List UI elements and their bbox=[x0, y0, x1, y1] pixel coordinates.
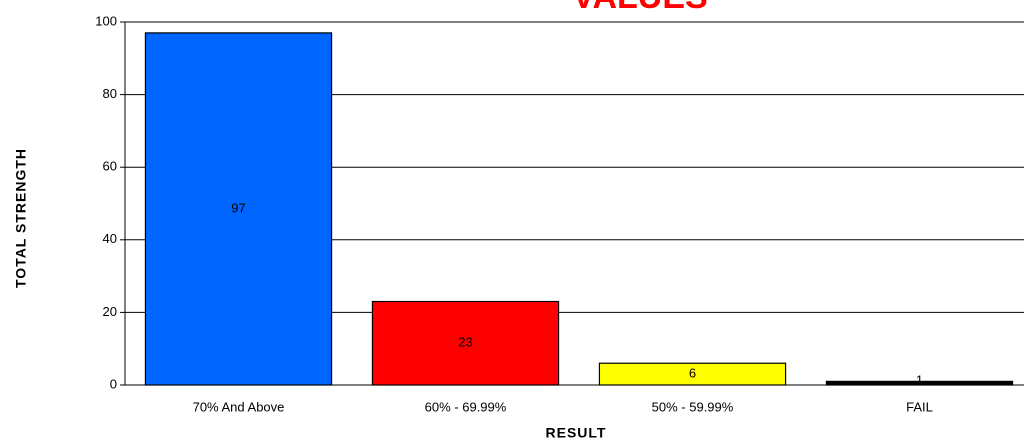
value-label: 6 bbox=[689, 366, 696, 381]
x-tick-label: 50% - 59.99% bbox=[652, 399, 734, 414]
y-tick-label: 60 bbox=[103, 159, 117, 174]
bar bbox=[144, 32, 333, 386]
chart-title: VALUES bbox=[572, 0, 707, 16]
y-tick-label: 20 bbox=[103, 304, 117, 319]
bar bbox=[825, 380, 1014, 386]
y-tick-label: 40 bbox=[103, 231, 117, 246]
value-label: 97 bbox=[231, 200, 245, 215]
x-tick-label: 60% - 69.99% bbox=[425, 399, 507, 414]
y-tick-label: 0 bbox=[110, 376, 117, 391]
x-tick-label: FAIL bbox=[906, 399, 933, 414]
y-axis-title: TOTAL STRENGTH bbox=[13, 148, 29, 288]
value-label: 1 bbox=[916, 372, 923, 387]
y-tick-label: 100 bbox=[95, 13, 117, 28]
value-label: 23 bbox=[458, 335, 472, 350]
bar bbox=[598, 362, 787, 386]
x-tick-label: 70% And Above bbox=[193, 399, 285, 414]
bar bbox=[371, 300, 560, 386]
y-tick-label: 80 bbox=[103, 86, 117, 101]
x-axis-title: RESULT bbox=[546, 425, 607, 441]
